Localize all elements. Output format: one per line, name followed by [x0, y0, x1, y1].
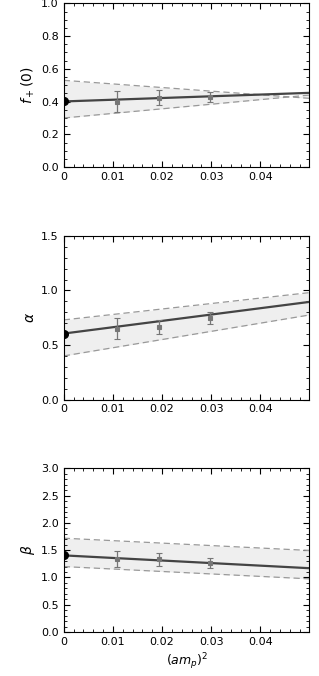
Y-axis label: $\alpha$: $\alpha$ — [23, 312, 37, 323]
Y-axis label: $f_+(0)$: $f_+(0)$ — [20, 66, 37, 104]
X-axis label: $(am_p)^2$: $(am_p)^2$ — [166, 651, 208, 672]
Y-axis label: $\beta$: $\beta$ — [19, 545, 37, 556]
